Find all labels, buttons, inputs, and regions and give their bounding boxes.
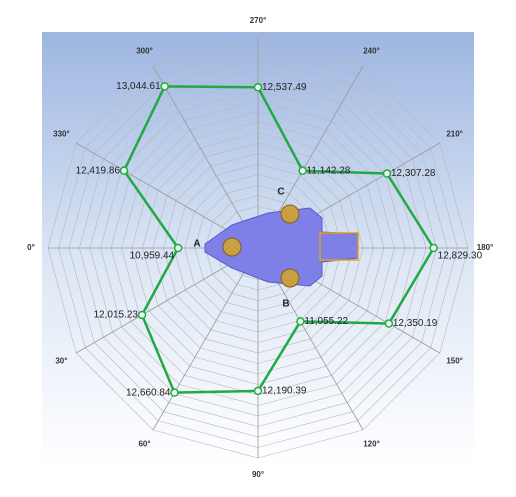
point [384,319,394,328]
point [253,386,263,396]
grid [47,37,469,459]
value-label: 11,055.22 [304,316,348,327]
value-label: 12,190.39 [262,386,307,397]
marker-label: C [277,187,284,198]
value-label: 12,537.49 [262,82,307,93]
point [137,310,147,320]
angle-label: 270° [250,16,267,25]
angle-label: 210° [446,130,463,139]
point [296,317,305,326]
angle-label: 90° [252,470,264,479]
angle-label: 60° [138,440,150,449]
angle-label: 150° [446,357,463,366]
angle-label: 0° [27,243,35,252]
marker-label: A [193,239,200,250]
value-label: 12,829.30 [438,251,483,262]
angle-label: 180° [477,243,494,252]
angle-label: 300° [136,47,153,56]
spoke [152,247,259,431]
point [298,166,307,175]
spoke [152,65,259,249]
point [173,243,183,253]
value-label: 10,959.44 [130,251,175,262]
angle-label: 240° [363,47,380,56]
value-label: 12,350.19 [393,318,438,329]
point [119,166,129,175]
angle-label: 30° [55,357,67,366]
value-label: 12,015.23 [93,310,138,321]
angle-label: 120° [363,440,380,449]
model-outline [204,204,359,288]
point [382,169,392,178]
value-label: 12,660.84 [126,387,171,398]
point [160,82,169,91]
value-label: 13,044.61 [116,81,161,92]
marker-label: B [282,299,289,310]
angle-label: 330° [53,130,70,139]
value-label: 12,307.28 [391,168,436,179]
value-label: 12,419.86 [76,165,121,176]
point [429,243,438,253]
value-label: 11,142.28 [307,165,351,176]
point [253,83,263,92]
point [170,388,179,397]
